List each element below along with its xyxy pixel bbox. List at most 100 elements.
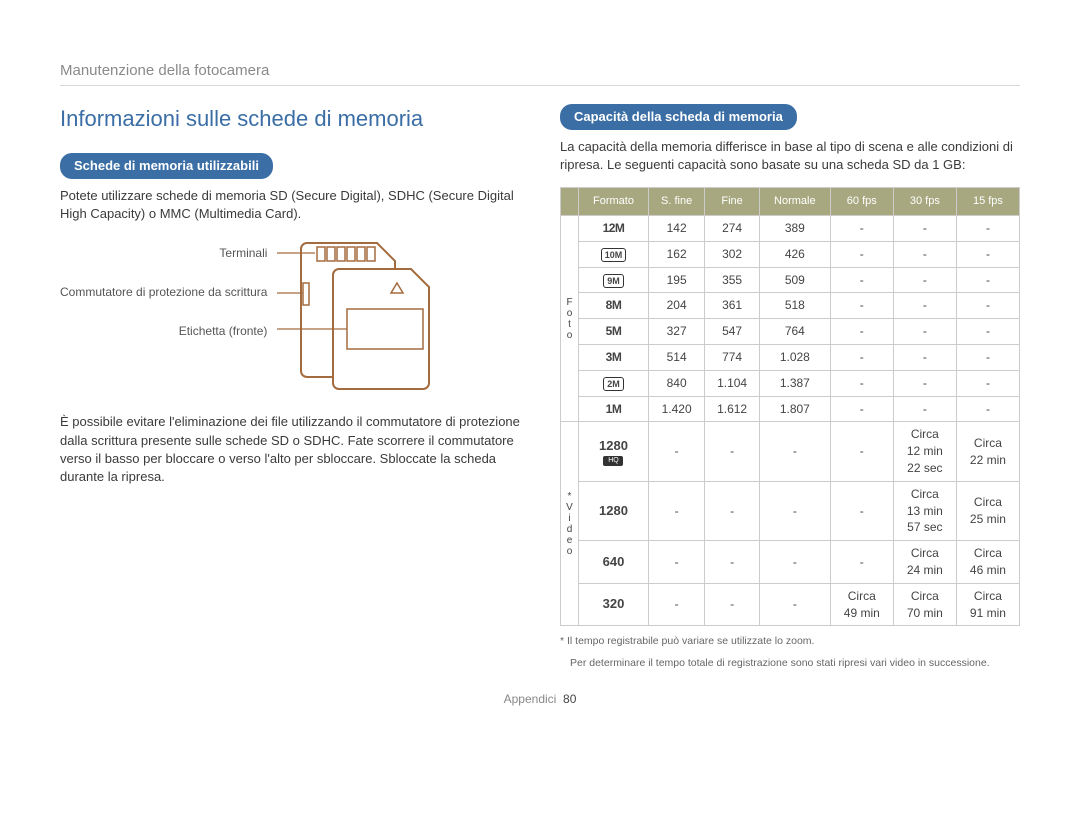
table-cell: - (759, 422, 830, 481)
table-cell: - (830, 422, 893, 481)
format-cell: 3M (579, 344, 649, 370)
section-pill-capacity: Capacità della scheda di memoria (560, 104, 797, 130)
table-cell: - (956, 241, 1019, 267)
table-cell: - (893, 370, 956, 396)
table-cell: - (830, 396, 893, 422)
table-cell: Circa12 min22 sec (893, 422, 956, 481)
table-row: 1M1.4201.6121.807--- (561, 396, 1020, 422)
capacity-table: FormatoS. fineFineNormale60 fps30 fps15 … (560, 187, 1020, 627)
table-cell: 426 (759, 241, 830, 267)
table-row: 2M8401.1041.387--- (561, 370, 1020, 396)
table-cell: 204 (648, 293, 704, 319)
table-cell: Circa24 min (893, 541, 956, 584)
left-column: Informazioni sulle schede di memoria Sch… (60, 104, 520, 673)
table-header: Fine (705, 187, 760, 215)
table-cell: - (830, 541, 893, 584)
table-cell: - (956, 267, 1019, 293)
table-header: 15 fps (956, 187, 1019, 215)
side-label-foto: Foto (561, 215, 579, 421)
table-cell: 1.420 (648, 396, 704, 422)
table-row: *Video1280HQ----Circa12 min22 secCirca22… (561, 422, 1020, 481)
table-cell: 274 (705, 215, 760, 241)
table-cell: - (705, 481, 760, 540)
table-cell: - (830, 370, 893, 396)
table-cell: - (956, 370, 1019, 396)
format-cell: 640 (579, 541, 649, 584)
table-cell: 840 (648, 370, 704, 396)
table-cell: - (759, 481, 830, 540)
table-cell: - (830, 241, 893, 267)
table-header: S. fine (648, 187, 704, 215)
table-cell: - (705, 541, 760, 584)
capacity-intro: La capacità della memoria differisce in … (560, 138, 1020, 174)
table-cell: - (705, 583, 760, 626)
table-row: Foto12M142274389--- (561, 215, 1020, 241)
table-cell: - (705, 422, 760, 481)
table-cell: - (830, 481, 893, 540)
table-cell: - (759, 583, 830, 626)
sd-card-icon (277, 235, 457, 395)
table-header: Normale (759, 187, 830, 215)
table-cell: 547 (705, 319, 760, 345)
table-cell: 142 (648, 215, 704, 241)
table-header: Formato (579, 187, 649, 215)
table-row: 3M5147741.028--- (561, 344, 1020, 370)
table-cell: - (648, 583, 704, 626)
label-terminals: Terminali (60, 245, 267, 262)
table-cell: - (830, 215, 893, 241)
table-cell: - (956, 293, 1019, 319)
format-cell: 320 (579, 583, 649, 626)
table-cell: Circa49 min (830, 583, 893, 626)
table-cell: 355 (705, 267, 760, 293)
format-cell: 12M (579, 215, 649, 241)
table-cell: - (893, 267, 956, 293)
table-cell: - (893, 396, 956, 422)
format-cell: 8M (579, 293, 649, 319)
table-cell: 361 (705, 293, 760, 319)
write-protect-text: È possibile evitare l'eliminazione dei f… (60, 413, 520, 486)
table-cell: 764 (759, 319, 830, 345)
footnote-zoom: * Il tempo registrabile può variare se u… (560, 634, 1020, 648)
footnote-succession: Per determinare il tempo totale di regis… (570, 656, 1020, 670)
table-cell: Circa22 min (956, 422, 1019, 481)
table-cell: - (956, 319, 1019, 345)
table-cell: - (648, 541, 704, 584)
format-cell: 2M (579, 370, 649, 396)
table-cell: 302 (705, 241, 760, 267)
table-header: 30 fps (893, 187, 956, 215)
table-cell: 518 (759, 293, 830, 319)
table-cell: 1.104 (705, 370, 760, 396)
section-pill-usable-cards: Schede di memoria utilizzabili (60, 153, 273, 179)
table-cell: - (893, 241, 956, 267)
format-cell: 5M (579, 319, 649, 345)
table-cell: Circa25 min (956, 481, 1019, 540)
footer-section: Appendici (504, 692, 557, 706)
right-column: Capacità della scheda di memoria La capa… (560, 104, 1020, 673)
table-cell: - (648, 481, 704, 540)
label-front: Etichetta (fronte) (60, 323, 267, 340)
table-cell: Circa70 min (893, 583, 956, 626)
table-cell: Circa46 min (956, 541, 1019, 584)
table-cell: 195 (648, 267, 704, 293)
table-cell: - (830, 319, 893, 345)
format-cell: 1280HQ (579, 422, 649, 481)
table-cell: - (956, 215, 1019, 241)
table-row: 9M195355509--- (561, 267, 1020, 293)
table-header-blank (561, 187, 579, 215)
table-row: 5M327547764--- (561, 319, 1020, 345)
table-cell: - (956, 396, 1019, 422)
table-row: 8M204361518--- (561, 293, 1020, 319)
table-cell: - (830, 267, 893, 293)
table-header: 60 fps (830, 187, 893, 215)
sd-card-diagram: Terminali Commutatore di protezione da s… (60, 235, 520, 395)
side-label-video: *Video (561, 422, 579, 626)
table-cell: 1.807 (759, 396, 830, 422)
page-title: Informazioni sulle schede di memoria (60, 104, 520, 135)
table-cell: 514 (648, 344, 704, 370)
format-cell: 9M (579, 267, 649, 293)
table-cell: Circa91 min (956, 583, 1019, 626)
table-cell: 1.612 (705, 396, 760, 422)
breadcrumb: Manutenzione della fotocamera (60, 60, 1020, 86)
format-cell: 1M (579, 396, 649, 422)
table-row: 640----Circa24 minCirca46 min (561, 541, 1020, 584)
